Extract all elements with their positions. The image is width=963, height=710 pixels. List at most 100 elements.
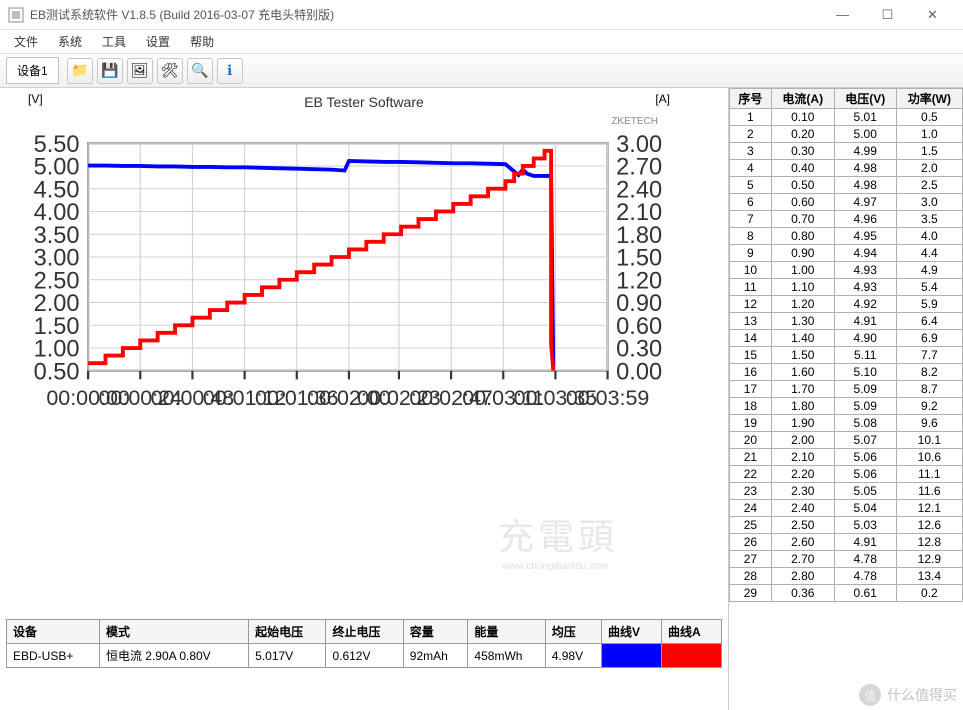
svg-text:1.00: 1.00	[34, 337, 80, 363]
data-table-cell: 2.70	[771, 551, 834, 568]
data-table-row[interactable]: 242.405.0412.1	[730, 500, 963, 517]
info-icon[interactable]: ℹ	[217, 58, 243, 84]
data-table-cell: 2.50	[771, 517, 834, 534]
data-table-row[interactable]: 202.005.0710.1	[730, 432, 963, 449]
data-table-row[interactable]: 10.105.010.5	[730, 109, 963, 126]
data-table-row[interactable]: 161.605.108.2	[730, 364, 963, 381]
data-table-cell: 4	[730, 160, 772, 177]
svg-text:3.50: 3.50	[34, 223, 80, 249]
image-icon[interactable]: 🖼	[127, 58, 153, 84]
device-tab[interactable]: 设备1	[6, 57, 59, 84]
data-table-cell: 9	[730, 245, 772, 262]
folder-icon[interactable]: 📁	[67, 58, 93, 84]
col-device: 设备	[7, 620, 100, 644]
data-table-cell: 5.00	[834, 126, 896, 143]
svg-text:00:03:59: 00:03:59	[566, 386, 650, 410]
data-table-cell: 24	[730, 500, 772, 517]
menu-settings[interactable]: 设置	[138, 31, 178, 52]
col-curvev: 曲线V	[602, 620, 662, 644]
tools-icon[interactable]: 🛠	[157, 58, 183, 84]
data-table-cell: 1.20	[771, 296, 834, 313]
data-table-cell: 13.4	[896, 568, 962, 585]
data-table-cell: 0.20	[771, 126, 834, 143]
data-table-row[interactable]: 80.804.954.0	[730, 228, 963, 245]
data-table-cell: 1.50	[771, 347, 834, 364]
data-table-row[interactable]: 232.305.0511.6	[730, 483, 963, 500]
data-table-cell: 4.98	[834, 177, 896, 194]
swatch-a[interactable]	[662, 644, 722, 668]
data-table-cell: 14	[730, 330, 772, 347]
data-table-row[interactable]: 181.805.099.2	[730, 398, 963, 415]
data-table-cell: 5.09	[834, 398, 896, 415]
data-table-row[interactable]: 222.205.0611.1	[730, 466, 963, 483]
data-table-cell: 0.40	[771, 160, 834, 177]
data-table-row[interactable]: 262.604.9112.8	[730, 534, 963, 551]
minimize-button[interactable]: —	[820, 1, 865, 29]
data-table-cell: 15	[730, 347, 772, 364]
menu-file[interactable]: 文件	[6, 31, 46, 52]
data-table-row[interactable]: 272.704.7812.9	[730, 551, 963, 568]
svg-text:5.00: 5.00	[34, 155, 80, 181]
data-table-cell: 5.07	[834, 432, 896, 449]
data-table-row[interactable]: 90.904.944.4	[730, 245, 963, 262]
menu-tools[interactable]: 工具	[94, 31, 134, 52]
data-table-scroll[interactable]: 序号电流(A)电压(V)功率(W) 10.105.010.520.205.001…	[729, 88, 963, 710]
data-table-row[interactable]: 131.304.916.4	[730, 313, 963, 330]
chart-area: [V] [A] EB Tester Software ZKETECH 0.501…	[0, 88, 728, 710]
menu-help[interactable]: 帮助	[182, 31, 222, 52]
data-table-cell: 1.80	[771, 398, 834, 415]
swatch-v[interactable]	[602, 644, 662, 668]
data-table-cell: 0.5	[896, 109, 962, 126]
svg-text:5.50: 5.50	[34, 132, 80, 158]
data-table-cell: 10.1	[896, 432, 962, 449]
data-table-row[interactable]: 191.905.089.6	[730, 415, 963, 432]
data-table-cell: 12.9	[896, 551, 962, 568]
data-table-cell: 0.36	[771, 585, 834, 602]
maximize-button[interactable]: ☐	[865, 1, 910, 29]
menu-system[interactable]: 系统	[50, 31, 90, 52]
data-table-cell: 23	[730, 483, 772, 500]
data-table-cell: 1.00	[771, 262, 834, 279]
data-table-row[interactable]: 282.804.7813.4	[730, 568, 963, 585]
titlebar: EB测试系统软件 V1.8.5 (Build 2016-03-07 充电头特别版…	[0, 0, 963, 30]
data-table-cell: 4.95	[834, 228, 896, 245]
data-table-row[interactable]: 141.404.906.9	[730, 330, 963, 347]
menubar: 文件 系统 工具 设置 帮助	[0, 30, 963, 54]
data-table-cell: 0.60	[771, 194, 834, 211]
data-table-cell: 5.09	[834, 381, 896, 398]
svg-text:4.50: 4.50	[34, 177, 80, 203]
data-table-cell: 4.90	[834, 330, 896, 347]
data-table-row[interactable]: 151.505.117.7	[730, 347, 963, 364]
data-table-row[interactable]: 171.705.098.7	[730, 381, 963, 398]
data-table-cell: 5.03	[834, 517, 896, 534]
data-table-row[interactable]: 20.205.001.0	[730, 126, 963, 143]
data-table-cell: 5.11	[834, 347, 896, 364]
data-table-cell: 1	[730, 109, 772, 126]
data-table-row[interactable]: 212.105.0610.6	[730, 449, 963, 466]
zoom-icon[interactable]: 🔍	[187, 58, 213, 84]
val-device: EBD-USB+	[7, 644, 100, 668]
val-avgv: 4.98V	[545, 644, 601, 668]
data-table-row[interactable]: 60.604.973.0	[730, 194, 963, 211]
data-table-cell: 5.08	[834, 415, 896, 432]
data-table-row[interactable]: 40.404.982.0	[730, 160, 963, 177]
data-table-row[interactable]: 50.504.982.5	[730, 177, 963, 194]
close-button[interactable]: ✕	[910, 1, 955, 29]
data-table-header: 电流(A)	[771, 89, 834, 109]
data-table-row[interactable]: 101.004.934.9	[730, 262, 963, 279]
data-table-row[interactable]: 121.204.925.9	[730, 296, 963, 313]
data-table-row[interactable]: 70.704.963.5	[730, 211, 963, 228]
data-table-row[interactable]: 111.104.935.4	[730, 279, 963, 296]
data-table-row[interactable]: 252.505.0312.6	[730, 517, 963, 534]
data-table-cell: 2.80	[771, 568, 834, 585]
svg-text:0.60: 0.60	[616, 314, 662, 340]
data-table-row[interactable]: 290.360.610.2	[730, 585, 963, 602]
data-table-cell: 7.7	[896, 347, 962, 364]
data-table-cell: 5.9	[896, 296, 962, 313]
data-table-cell: 21	[730, 449, 772, 466]
data-table-cell: 0.80	[771, 228, 834, 245]
svg-text:1.20: 1.20	[616, 268, 662, 294]
footer-watermark: 值 什么值得买	[859, 684, 957, 706]
data-table-row[interactable]: 30.304.991.5	[730, 143, 963, 160]
save-icon[interactable]: 💾	[97, 58, 123, 84]
